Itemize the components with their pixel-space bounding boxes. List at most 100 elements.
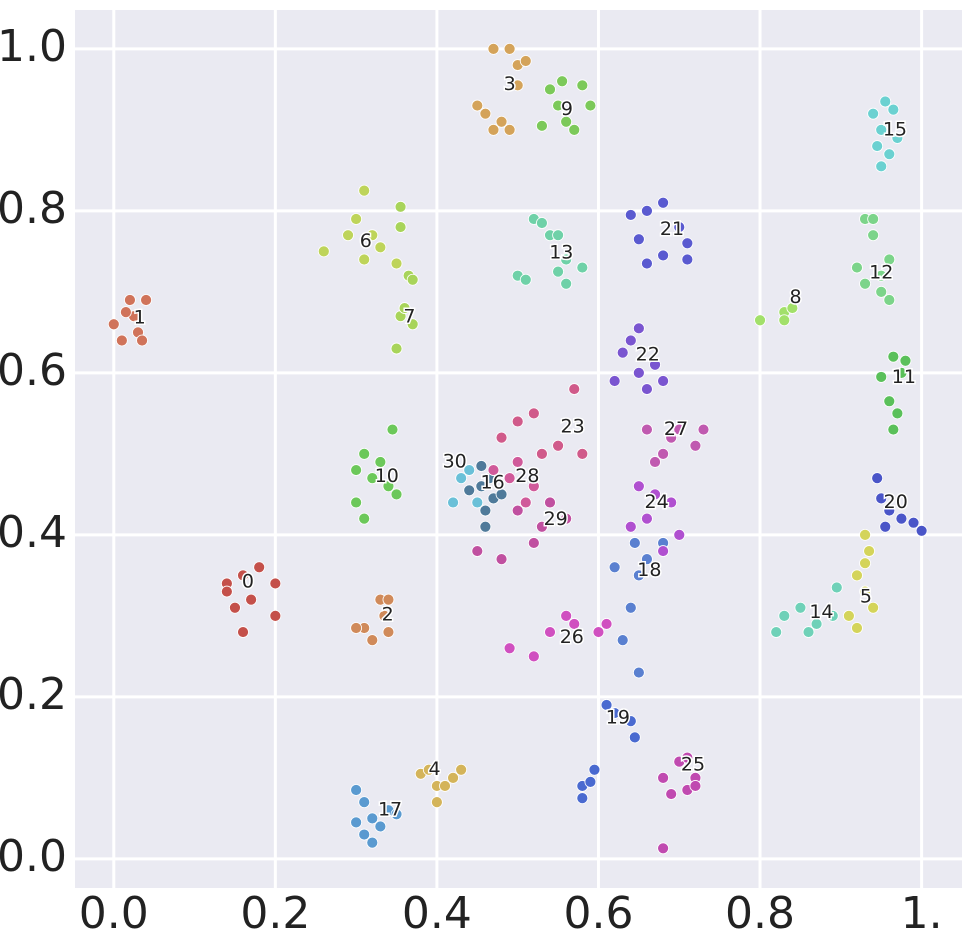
cluster-label: 14	[809, 601, 833, 623]
point	[915, 524, 928, 537]
x-tick-label: 0.8	[725, 888, 795, 939]
point	[681, 751, 694, 764]
point	[495, 553, 508, 566]
point	[657, 375, 670, 387]
point	[503, 472, 516, 485]
point	[875, 371, 888, 383]
point	[859, 557, 871, 570]
point	[366, 812, 379, 825]
cluster-label: 1	[134, 306, 146, 328]
cluster-label: 28	[515, 465, 539, 487]
point	[632, 366, 645, 379]
point	[657, 249, 670, 262]
point	[592, 626, 605, 638]
point	[536, 119, 548, 132]
cluster-label: 20	[884, 491, 908, 513]
point	[245, 593, 258, 606]
point	[576, 79, 589, 92]
point	[883, 253, 896, 266]
point	[560, 253, 573, 266]
point	[786, 302, 799, 314]
point	[479, 107, 492, 120]
point	[883, 294, 896, 306]
point	[269, 577, 282, 590]
point	[556, 75, 569, 88]
point	[350, 496, 363, 509]
point	[887, 350, 900, 363]
point	[358, 184, 371, 197]
point	[560, 277, 573, 290]
cluster-label: 0	[242, 570, 254, 592]
point	[503, 42, 516, 55]
point	[394, 221, 407, 233]
point	[859, 528, 871, 541]
y-tick-label: 0.2	[0, 669, 67, 720]
point	[422, 763, 435, 776]
point	[511, 456, 524, 468]
point	[374, 456, 387, 468]
point	[390, 342, 403, 355]
y-tick-label: 0.6	[0, 345, 67, 396]
point	[863, 545, 875, 557]
point	[374, 820, 387, 833]
point	[851, 569, 863, 582]
point	[475, 480, 488, 493]
point	[447, 771, 459, 784]
cluster-label: 29	[544, 508, 568, 530]
point	[665, 788, 678, 800]
point	[657, 842, 670, 855]
point	[843, 609, 855, 622]
point	[115, 334, 128, 347]
point	[810, 618, 823, 630]
point	[406, 318, 419, 331]
x-tick-label: 0.6	[563, 888, 633, 939]
point	[657, 545, 670, 557]
point	[681, 253, 694, 266]
point	[778, 314, 791, 327]
x-tick-label: 0.4	[402, 888, 472, 939]
point	[431, 796, 443, 809]
point	[641, 423, 653, 436]
point	[875, 492, 888, 505]
point	[568, 383, 581, 395]
point	[895, 512, 908, 525]
point	[632, 480, 645, 493]
point	[657, 196, 670, 209]
point	[875, 123, 888, 136]
point	[358, 796, 371, 809]
point	[374, 241, 387, 254]
plot-area	[75, 10, 962, 888]
point	[794, 601, 807, 614]
point	[475, 460, 488, 472]
point	[859, 277, 871, 290]
point	[895, 366, 908, 379]
cluster-label: 7	[403, 305, 415, 327]
point	[568, 618, 581, 630]
point	[394, 200, 407, 213]
point	[527, 480, 540, 493]
point	[358, 447, 371, 460]
point	[576, 447, 589, 460]
point	[628, 731, 641, 744]
point	[471, 545, 484, 557]
point	[390, 488, 403, 501]
point	[386, 423, 399, 436]
cluster-label: 3	[504, 73, 516, 95]
point	[624, 520, 637, 533]
point	[887, 423, 900, 436]
point	[366, 229, 379, 242]
point	[536, 520, 548, 533]
point	[455, 472, 468, 485]
point	[536, 217, 548, 229]
cluster-label: 22	[636, 344, 660, 366]
point	[802, 626, 815, 638]
cluster-label: 16	[481, 472, 505, 494]
point	[495, 488, 508, 501]
point	[511, 415, 524, 428]
point	[891, 407, 904, 420]
cluster-label: 19	[606, 706, 630, 728]
point	[511, 79, 524, 92]
point	[544, 83, 556, 96]
point	[366, 634, 379, 647]
point	[552, 229, 564, 242]
